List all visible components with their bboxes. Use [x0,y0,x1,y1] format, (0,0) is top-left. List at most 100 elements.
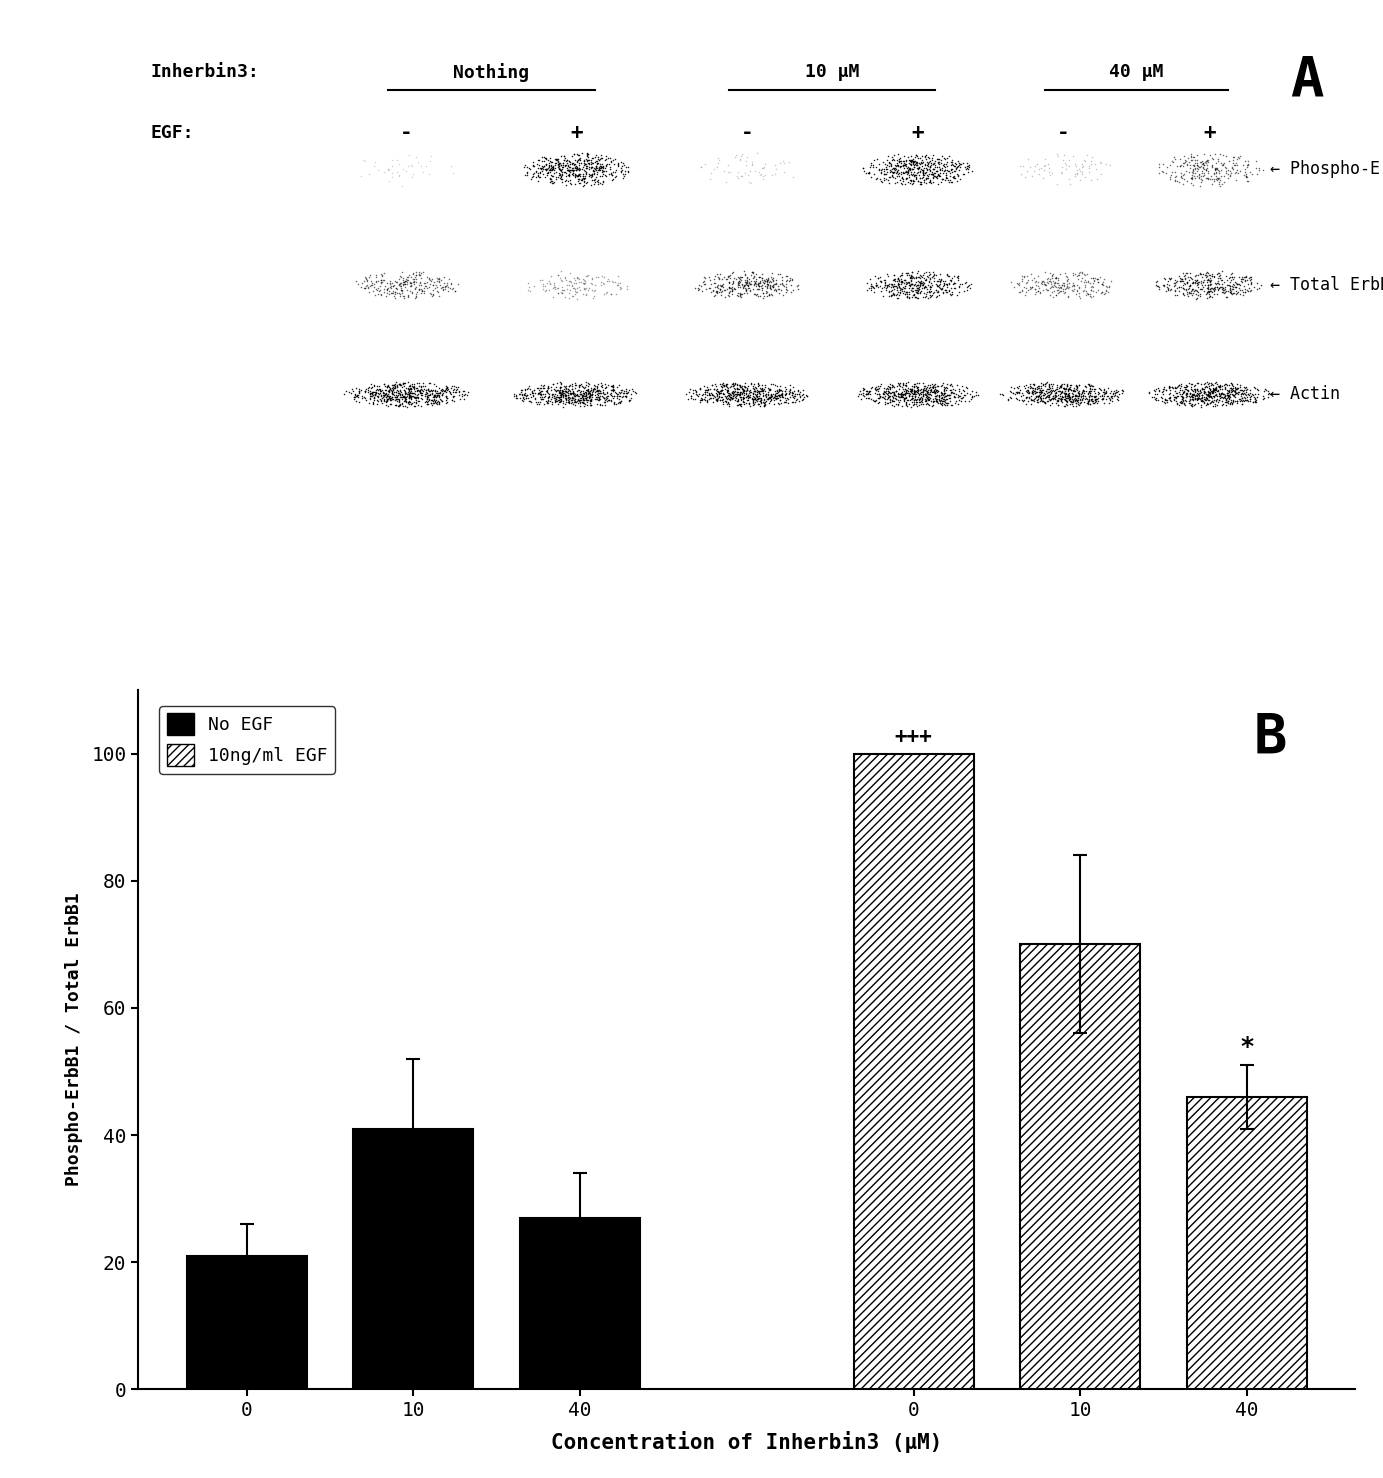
Point [918,375,940,399]
Point [953,163,975,186]
Point [922,158,945,182]
Point [732,378,754,402]
Point [1199,377,1221,401]
Point [505,386,527,409]
Point [1079,272,1101,296]
Point [734,375,757,399]
Point [1057,386,1079,409]
Point [920,276,942,300]
Point [1014,275,1036,299]
Point [1054,281,1076,304]
Point [548,154,570,177]
Point [570,151,592,174]
Point [1069,160,1091,183]
Point [1200,146,1223,170]
Point [1205,158,1227,182]
Point [555,161,577,185]
Point [864,377,887,401]
Point [391,174,414,198]
Point [719,383,741,406]
Point [1207,378,1229,402]
Point [402,268,425,291]
Point [946,389,968,412]
Point [887,282,909,306]
Point [902,285,924,309]
Point [887,161,909,185]
Point [1196,381,1218,405]
Point [869,381,891,405]
Point [917,389,939,412]
Point [376,387,398,411]
Point [708,387,730,411]
Point [770,381,792,405]
Point [1091,384,1113,408]
Point [1231,378,1253,402]
Point [857,380,880,403]
Point [603,392,625,415]
Point [781,268,804,291]
Point [1104,380,1126,403]
Point [1000,270,1022,294]
Point [1055,265,1077,288]
Point [768,383,790,406]
Point [596,380,618,403]
Point [877,384,899,408]
Point [887,392,909,415]
Point [528,378,550,402]
Point [1213,164,1235,188]
Point [1199,269,1221,293]
Point [556,380,578,403]
Point [534,152,556,176]
Point [378,386,400,409]
Point [416,384,438,408]
Point [1187,386,1209,409]
Point [1191,278,1213,302]
Point [389,378,411,402]
Point [1062,387,1084,411]
Point [698,387,721,411]
Point [707,279,729,303]
Point [921,395,943,418]
Point [701,383,723,406]
Point [1043,269,1065,293]
Point [400,384,422,408]
Point [376,375,398,399]
Point [957,154,979,177]
Point [1086,390,1108,414]
Point [932,392,954,415]
Point [726,383,748,406]
Point [780,381,802,405]
Point [1075,384,1097,408]
Point [531,275,553,299]
Point [1234,269,1256,293]
Point [398,377,420,401]
Point [1047,393,1069,417]
Point [896,281,918,304]
Point [600,381,622,405]
Point [1184,278,1206,302]
Point [873,168,895,192]
Point [1164,168,1187,192]
Point [1145,275,1167,299]
Point [517,272,539,296]
Point [389,284,411,307]
Point [1072,384,1094,408]
Point [1111,378,1133,402]
Point [615,381,638,405]
Point [716,161,739,185]
Point [1068,157,1090,180]
Point [541,384,563,408]
Point [900,263,922,287]
Point [718,263,740,287]
Point [1080,152,1102,176]
Point [931,389,953,412]
Point [440,154,462,177]
Point [855,386,877,409]
Point [443,276,465,300]
Point [567,374,589,398]
Point [773,386,795,409]
Point [904,387,927,411]
Point [1194,387,1216,411]
Point [925,158,947,182]
Point [1207,160,1229,183]
